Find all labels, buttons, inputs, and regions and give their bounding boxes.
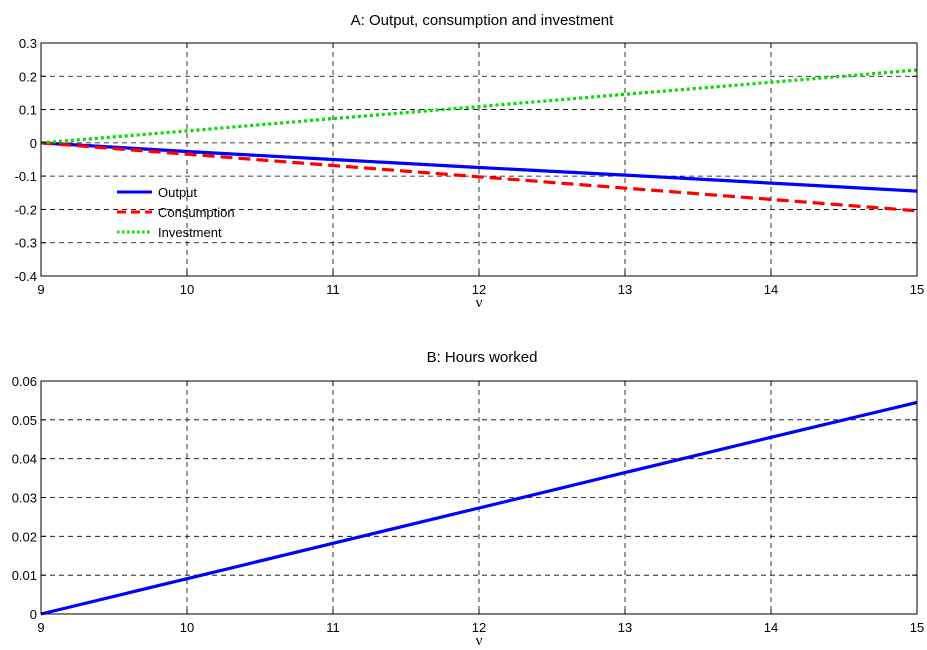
panel-a-y-tick-label: -0.1: [15, 169, 37, 184]
panel-b-x-tick-label: 12: [472, 620, 486, 635]
panel-a-y-tick-label: -0.4: [15, 269, 37, 284]
panel-a-x-tick-label: 11: [326, 282, 340, 297]
panel-a-y-tick-label: 0.3: [19, 36, 37, 51]
panel-a-y-tick-label: -0.2: [15, 202, 37, 217]
panel-a-x-tick-label: 12: [472, 282, 486, 297]
panel-a-y-tick-label: 0.2: [19, 69, 37, 84]
panel-b: B: Hours worked 9 10 11 12 13 14 15 0 0.01 0.02 0.…: [12, 349, 925, 649]
panel-a-x-tick-label: 15: [910, 282, 924, 297]
panel-a-title: A: Output, consumption and investment: [351, 12, 614, 29]
panel-b-x-tick-label: 10: [180, 620, 194, 635]
panel-b-series: [40, 400, 918, 616]
panel-b-x-tick-label: 13: [618, 620, 632, 635]
panel-a-legend: Output Consumption Investment: [117, 185, 235, 240]
panel-a-series-line-consumption: [40, 141, 918, 213]
legend-label-consumption: Consumption: [158, 205, 235, 220]
panel-a: A: Output, consumption and investment 9 1…: [15, 12, 925, 311]
panel-b-x-tick-label: 15: [910, 620, 924, 635]
panel-a-y-tick-label: 0.1: [19, 103, 37, 118]
panel-a-x-tick-label: 13: [618, 282, 632, 297]
panel-a-x-tick-label: 9: [37, 282, 44, 297]
panel-b-ticks: 9 10 11 12 13 14 15 0 0.01 0.02 0.03 0.04 0.05 0.06: [12, 374, 925, 635]
panel-b-grid: [41, 381, 917, 614]
panel-b-x-tick-label: 11: [326, 620, 340, 635]
panel-b-x-tick-label: 14: [764, 620, 778, 635]
panel-a-x-axis-label: ν: [476, 295, 483, 311]
panel-a-x-tick-label: 10: [180, 282, 194, 297]
panel-b-y-tick-label: 0: [30, 607, 37, 622]
panel-a-series-line-investment: [40, 68, 918, 145]
panel-a-x-tick-label: 14: [764, 282, 778, 297]
legend-label-output: Output: [158, 185, 197, 200]
panel-b-x-axis-label: ν: [476, 633, 483, 649]
panel-b-y-tick-label: 0.01: [12, 568, 37, 583]
panel-a-series-line-output: [40, 141, 918, 193]
panel-b-x-tick-label: 9: [37, 620, 44, 635]
panel-a-series: [40, 68, 918, 213]
panel-b-y-tick-label: 0.05: [12, 413, 37, 428]
panel-a-y-tick-label: -0.3: [15, 236, 37, 251]
panel-b-y-tick-label: 0.03: [12, 491, 37, 506]
panel-a-ticks: 9 10 11 12 13 14 15 -0.4 -0.3 -0.2 -0.1 0 0.1 0.2 0.3: [15, 36, 925, 297]
panel-b-y-tick-label: 0.02: [12, 529, 37, 544]
panel-b-y-tick-label: 0.04: [12, 452, 37, 467]
panel-a-y-tick-label: 0: [30, 136, 37, 151]
panel-b-title: B: Hours worked: [427, 349, 538, 366]
panel-b-y-tick-label: 0.06: [12, 374, 37, 389]
legend-label-investment: Investment: [158, 225, 222, 240]
panel-b-series-line-hours: [40, 400, 918, 616]
